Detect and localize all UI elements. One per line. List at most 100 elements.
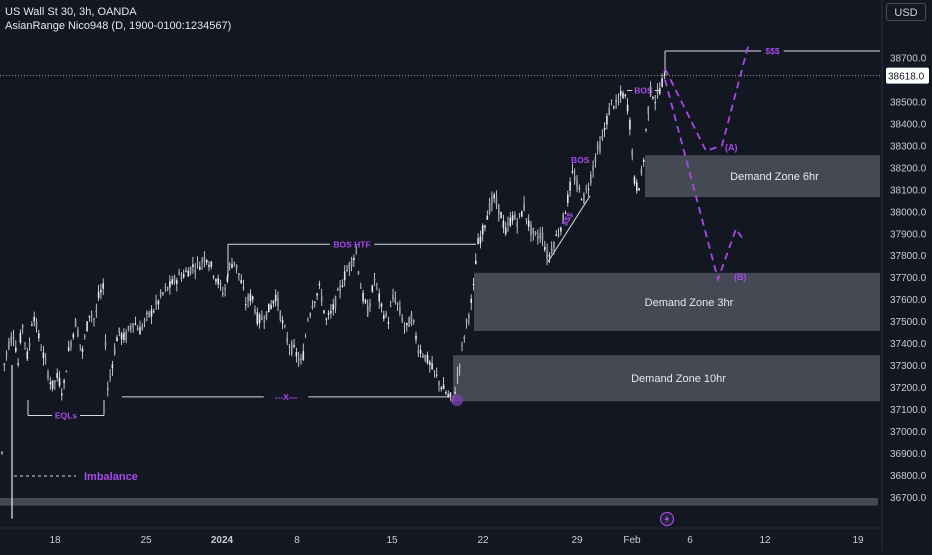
candle-body <box>541 232 544 241</box>
candle-body <box>578 188 581 190</box>
candle <box>63 378 65 390</box>
candle-body <box>164 287 167 289</box>
candle <box>518 213 521 219</box>
candle <box>325 317 328 326</box>
candle-body <box>371 285 374 292</box>
candle-body <box>564 212 567 214</box>
candle <box>590 171 592 186</box>
candle-body <box>231 263 233 268</box>
candle-body <box>415 335 417 340</box>
candle-body <box>150 309 153 317</box>
candle <box>320 288 323 306</box>
candle-body <box>297 358 300 362</box>
candle <box>245 297 247 311</box>
candle <box>366 299 369 318</box>
candle-body <box>408 317 410 327</box>
candle-body <box>235 264 238 270</box>
projection-label-b: (B) <box>734 272 747 282</box>
candle <box>65 370 68 373</box>
candle <box>364 298 367 304</box>
candle-body <box>518 213 521 215</box>
candle-body <box>470 298 472 303</box>
candle-body <box>212 276 215 278</box>
candle <box>396 302 399 311</box>
candle-body <box>159 291 162 296</box>
candle <box>534 231 537 236</box>
candle-body <box>495 197 498 205</box>
candle-body <box>343 271 346 281</box>
candle-body <box>300 359 302 361</box>
candle-body <box>357 271 360 274</box>
candle-body <box>553 242 555 248</box>
candle-body <box>507 223 509 225</box>
candle-body <box>472 284 475 286</box>
candle <box>339 280 341 299</box>
candle <box>171 275 173 285</box>
candle-body <box>636 182 638 191</box>
candle-body <box>640 168 643 175</box>
candle <box>463 334 466 343</box>
time-tick-label: 22 <box>477 535 489 546</box>
candle-body <box>491 196 493 205</box>
candle <box>332 298 334 316</box>
candle <box>304 333 307 338</box>
candle-body <box>185 270 187 272</box>
candle <box>330 303 332 319</box>
price-tick-label: 38500.0 <box>890 97 927 108</box>
lightning-glyph <box>664 514 670 524</box>
candle <box>44 353 47 365</box>
candle <box>1 451 3 455</box>
candle <box>659 82 661 96</box>
candle-body <box>656 90 659 94</box>
candle <box>350 256 353 272</box>
candle <box>72 332 75 340</box>
candle-body <box>484 225 486 228</box>
candle-body <box>555 234 558 236</box>
candle <box>417 344 420 358</box>
level-label: EQLs <box>55 411 77 421</box>
candle-body <box>569 181 571 191</box>
currency-button[interactable]: USD <box>886 3 926 21</box>
candle <box>539 227 541 243</box>
candle-body <box>173 276 176 283</box>
candle <box>263 315 265 330</box>
candle <box>619 85 622 103</box>
candle <box>504 221 507 236</box>
candle-body <box>155 300 157 305</box>
candle <box>205 258 208 266</box>
candle <box>219 279 222 291</box>
candle <box>155 294 157 310</box>
candle-body <box>435 374 438 376</box>
candle <box>410 310 413 327</box>
candle-body <box>38 333 40 339</box>
candle <box>334 295 337 313</box>
candle <box>178 268 180 276</box>
candle <box>392 288 394 303</box>
candle <box>297 351 300 368</box>
candle <box>601 129 604 142</box>
candle <box>385 310 387 318</box>
candle <box>578 184 581 193</box>
candle-body <box>387 321 390 324</box>
price-tick-label: 38300.0 <box>890 141 927 152</box>
candle-body <box>442 384 445 390</box>
candle-body <box>56 372 58 379</box>
candle <box>346 264 348 272</box>
price-tick-label: 37900.0 <box>890 229 927 240</box>
candle <box>399 300 401 317</box>
candle <box>560 226 562 236</box>
candle <box>465 318 468 329</box>
candle <box>456 366 459 384</box>
candle-body <box>475 260 477 265</box>
candle-body <box>166 287 169 291</box>
candle-body <box>477 238 479 245</box>
candle-body <box>288 346 291 348</box>
candle-body <box>560 227 562 232</box>
candle <box>125 329 127 344</box>
candle <box>408 316 410 328</box>
candle-body <box>355 251 357 253</box>
candle <box>498 204 500 222</box>
candle <box>24 342 26 350</box>
